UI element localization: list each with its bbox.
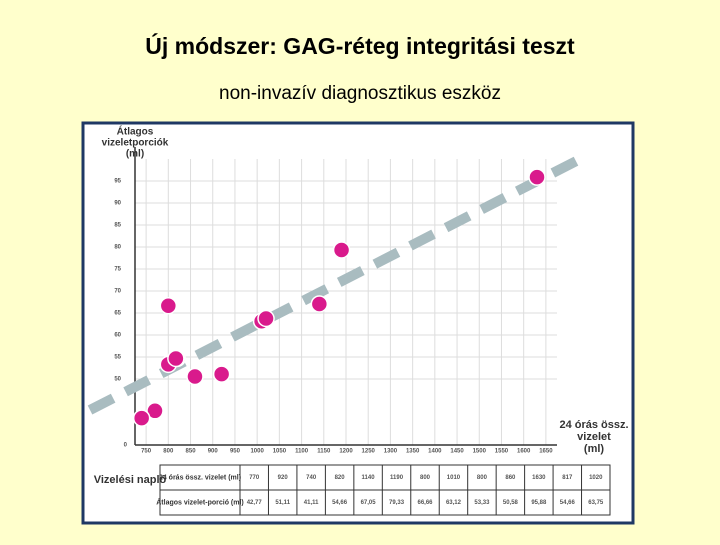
table-cell: 800 xyxy=(477,475,488,481)
point xyxy=(257,309,275,328)
table-cell: 800 xyxy=(420,475,431,481)
x-tick-label: 1450 xyxy=(450,449,464,455)
y-axis-label: Átlagos xyxy=(117,125,154,138)
table-cell: 63,75 xyxy=(588,500,604,506)
x-tick-label: 1400 xyxy=(428,449,442,455)
x-tick-label: 1650 xyxy=(539,449,553,455)
x-tick-label: 1150 xyxy=(317,449,331,455)
x-tick-label: 1050 xyxy=(273,449,287,455)
y-tick-label: 80 xyxy=(114,245,121,251)
table-cell: 860 xyxy=(505,475,516,481)
x-axis-label: vizelet xyxy=(577,431,611,443)
point xyxy=(310,295,329,313)
table-cell: 79,33 xyxy=(389,500,405,506)
y-axis-label: (ml) xyxy=(126,149,144,160)
point xyxy=(146,402,164,420)
x-tick-label: 1000 xyxy=(250,449,264,455)
table-cell: 817 xyxy=(562,475,573,481)
x-tick-label: 1250 xyxy=(362,449,376,455)
x-tick-label: 1200 xyxy=(339,449,353,455)
point xyxy=(167,349,185,368)
row-header: Átlagos vizelet-porció (ml) xyxy=(156,497,244,506)
x-tick-label: 1500 xyxy=(473,449,487,455)
table-cell: 1140 xyxy=(362,475,376,481)
point xyxy=(159,296,178,315)
y-tick-label: 90 xyxy=(114,201,121,207)
x-tick-label: 800 xyxy=(163,449,174,455)
point xyxy=(332,241,351,259)
table-cell: 920 xyxy=(278,475,289,481)
title: Új módszer: GAG-réteg integritási teszt xyxy=(145,32,575,59)
table-cell: 1190 xyxy=(390,475,404,481)
y-tick-label: 70 xyxy=(114,289,121,295)
origin-label: 0 xyxy=(124,443,128,449)
table-title: Vizelési napló xyxy=(94,474,167,486)
x-tick-label: 1600 xyxy=(517,449,531,455)
table-cell: 1020 xyxy=(589,475,603,481)
x-tick-label: 850 xyxy=(186,449,197,455)
table-cell: 54,66 xyxy=(560,500,576,506)
table-cell: 67,05 xyxy=(361,500,377,506)
x-tick-label: 1350 xyxy=(406,449,420,455)
point xyxy=(186,367,204,386)
table-cell: 1630 xyxy=(532,475,546,481)
y-axis-label: vizeletporciók xyxy=(102,138,169,149)
x-tick-label: 950 xyxy=(230,449,241,455)
chart-frame xyxy=(81,121,635,525)
table-cell: 54,66 xyxy=(332,500,348,506)
table-cell: 740 xyxy=(306,475,317,481)
table-cell: 1010 xyxy=(447,475,461,481)
table-cell: 63,12 xyxy=(446,500,462,506)
point xyxy=(212,365,231,383)
subtitle: non-invazív diagnosztikus eszköz xyxy=(219,83,501,104)
y-tick-label: 85 xyxy=(114,223,121,229)
x-tick-label: 900 xyxy=(208,449,219,455)
point xyxy=(528,168,546,186)
y-tick-label: 65 xyxy=(114,311,121,317)
table-cell: 50,58 xyxy=(503,500,519,506)
table-cell: 770 xyxy=(249,475,260,481)
y-tick-label: 50 xyxy=(114,377,121,383)
point xyxy=(132,409,151,427)
y-tick-label: 75 xyxy=(114,267,121,273)
x-tick-label: 1550 xyxy=(495,449,509,455)
y-tick-label: 95 xyxy=(114,179,121,185)
table-cell: 66,66 xyxy=(417,500,433,506)
y-tick-label: 60 xyxy=(114,333,121,339)
table-cell: 51,11 xyxy=(275,500,290,506)
x-tick-label: 1100 xyxy=(295,449,309,455)
x-axis-label: 24 órás össz. xyxy=(559,419,628,431)
table-cell: 42,77 xyxy=(247,500,263,506)
x-tick-label: 1300 xyxy=(384,449,398,455)
table-cell: 95,88 xyxy=(531,500,547,506)
table-cell: 41,11 xyxy=(304,500,319,506)
x-axis-label: (ml) xyxy=(584,443,605,455)
table-cell: 53,33 xyxy=(474,500,490,506)
y-tick-label: 55 xyxy=(114,355,121,361)
table-cell: 820 xyxy=(335,475,346,481)
row-header: 24 órás össz. vizelet (ml) xyxy=(159,474,241,481)
x-tick-label: 750 xyxy=(141,449,152,455)
